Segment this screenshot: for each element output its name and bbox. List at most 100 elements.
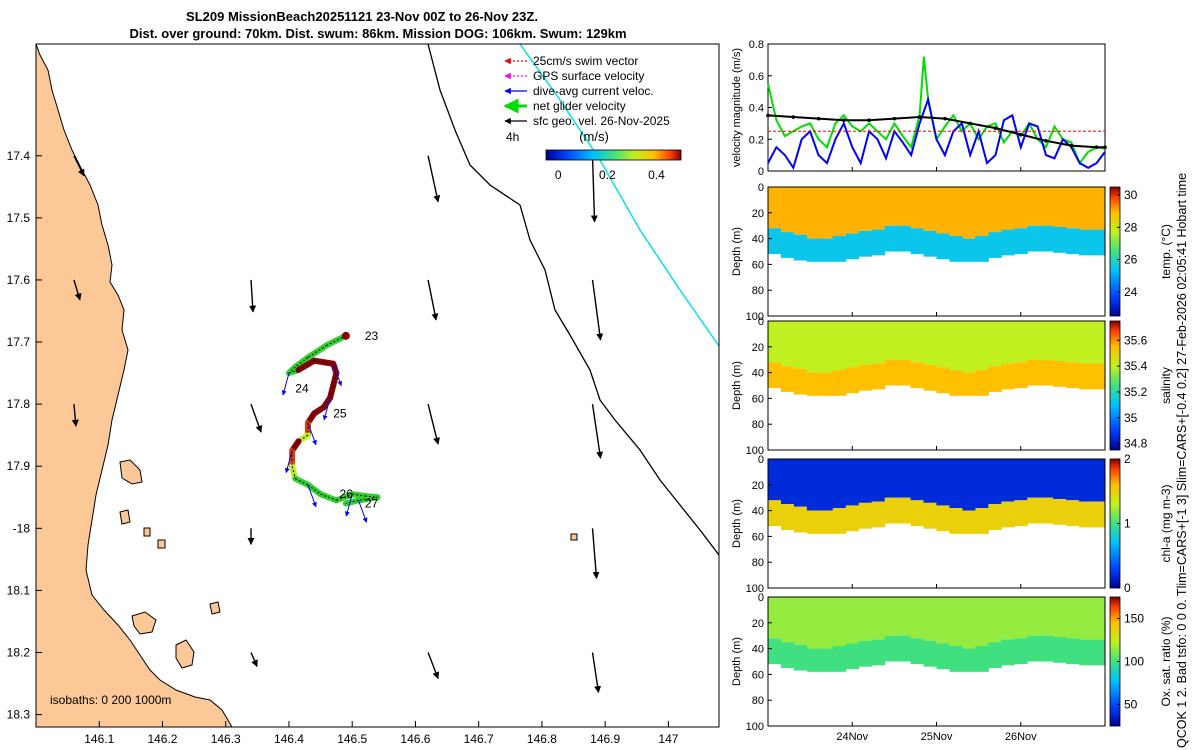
lon-tick-label: 146.7	[464, 732, 494, 746]
colorbar-tick-label: 35.6	[1124, 333, 1148, 347]
section-lower-cell	[1053, 360, 1067, 387]
velocity-panel: 0 0.2 0.4 0.6 0.8 velocity magnitude (m/s)	[731, 39, 1107, 178]
geo-speed-point	[816, 116, 821, 121]
section-upper-cell	[871, 597, 886, 640]
section-upper-cell	[1027, 321, 1041, 360]
day-label: 23	[365, 329, 379, 343]
section-ytick-label: 60	[752, 669, 764, 681]
section-lower-cell	[1040, 635, 1054, 662]
section-ytick-label: 100	[746, 583, 764, 595]
section-lower-cell	[884, 359, 899, 386]
section-upper-cell	[819, 321, 834, 373]
colorbar-tick-label: 28	[1124, 220, 1138, 234]
geo-velocity-arrow	[250, 403, 263, 433]
day-labels: 23 24 25 26 27	[295, 329, 378, 511]
section-upper-cell	[845, 597, 860, 644]
legend-label: dive-avg current veloc.	[533, 84, 654, 98]
section-upper-cell	[806, 459, 821, 511]
section-ytick-label: 20	[752, 342, 764, 354]
section-panel-4: 0 20 40 60 80 100 Depth (m) 50 100 150 Ox. sat. ra…	[731, 592, 1173, 743]
track-centerline	[307, 484, 321, 495]
section-lower-cell	[962, 372, 976, 396]
geo-velocity-arrow	[591, 652, 602, 694]
section-lower-cell	[1053, 636, 1067, 663]
geo-vectors	[71, 155, 604, 694]
section-lower-cell	[1066, 638, 1080, 665]
section-upper-cell	[910, 459, 925, 501]
section-lower-cell	[780, 642, 795, 668]
section-lower-cell	[910, 500, 925, 527]
colorbar-tick-label: 30	[1124, 188, 1138, 202]
section-lower-cell	[936, 505, 950, 532]
section-lower-cell	[1001, 639, 1015, 666]
section-upper-cell	[884, 459, 899, 498]
map-lon-ticks: 146.1 146.2 146.3 146.4 146.5 146.6 146.7 146.8…	[84, 721, 679, 746]
section-upper-cell	[871, 321, 886, 364]
section-lower-cell	[1092, 639, 1106, 666]
colorbar-tick-label: 1	[1124, 517, 1131, 531]
section-lower-cell	[793, 234, 808, 261]
section-upper-cell	[1027, 459, 1041, 498]
colorbar-tick-label: 34.8	[1124, 437, 1148, 451]
section-upper-cell	[1053, 459, 1067, 499]
colorbar-label: chl-a (mg m-3)	[1159, 484, 1173, 562]
section-colorbar	[1109, 186, 1121, 317]
section-upper-cell	[858, 321, 873, 365]
velocity-ytick-label: 0.2	[749, 134, 764, 146]
section-ytick-label: 60	[752, 259, 764, 271]
geo-velocity-arrow	[427, 155, 441, 203]
track-centerline	[294, 357, 309, 368]
section-lower-cell	[845, 367, 860, 394]
section-upper-cell	[936, 597, 950, 644]
colorbar-tick-label: 0	[1124, 581, 1131, 595]
section-upper-cell	[1092, 459, 1106, 502]
section-upper-cell	[923, 459, 937, 503]
section-ytick-label: 80	[752, 695, 764, 707]
section-lower-cell	[923, 502, 937, 529]
section-upper-cell	[1079, 597, 1093, 640]
section-lower-cell	[884, 497, 899, 524]
colorbar-tick-label: 50	[1124, 698, 1138, 712]
section-upper-cell	[832, 321, 847, 371]
section-lower-cell	[871, 363, 886, 390]
section-ytick-label: 20	[752, 618, 764, 630]
section-upper-cell	[988, 321, 1002, 367]
section-upper-cell	[1040, 187, 1054, 226]
section-panel-1: 0 20 40 60 80 100 Depth (m) 24 26 28 30 temp. (°C)	[731, 182, 1173, 323]
section-upper-cell	[845, 459, 860, 506]
section-upper-cell	[936, 321, 950, 368]
section-lower-cell	[780, 232, 795, 258]
island-b	[131, 611, 157, 635]
section-lower-cell	[1027, 497, 1041, 524]
section-upper-cell	[1092, 187, 1106, 230]
section-lower-cell	[962, 510, 976, 534]
lat-tick-label: 18.2	[7, 645, 31, 659]
section-ytick-label: 60	[752, 531, 764, 543]
section-upper-cell	[819, 459, 834, 511]
geo-speed-point	[917, 115, 922, 119]
colorbar-unit: (m/s)	[579, 129, 609, 144]
section-lower-cell	[780, 366, 795, 392]
colorbar-label: Ox. sat. ratio (%)	[1159, 616, 1173, 706]
island-h	[570, 533, 578, 541]
section-upper-cell	[910, 597, 925, 639]
lon-tick-label: 146.3	[211, 732, 241, 746]
lon-tick-label: 146.8	[527, 732, 557, 746]
section-upper-cell	[793, 459, 808, 507]
section-panel-2: 0 20 40 60 80 100 Depth (m) 34.8 35 35.2 35.4 35.6 s…	[731, 316, 1173, 457]
lat-tick-label: 17.7	[7, 335, 31, 349]
section-lower-cell	[871, 501, 886, 528]
colorbar-tick-label: 35	[1124, 411, 1138, 425]
section-colorbar	[1109, 320, 1121, 451]
track-segment	[342, 497, 362, 507]
section-upper-cell	[1092, 597, 1106, 640]
island-d	[209, 601, 221, 615]
section-upper-cell	[936, 459, 950, 506]
velocity-axes	[767, 43, 1106, 172]
geo-velocity-arrow	[71, 404, 79, 427]
geo-speed-point	[791, 115, 796, 119]
track-centerline	[307, 413, 315, 424]
legend-label: sfc geo. vel. 26-Nov-2025	[533, 114, 670, 128]
